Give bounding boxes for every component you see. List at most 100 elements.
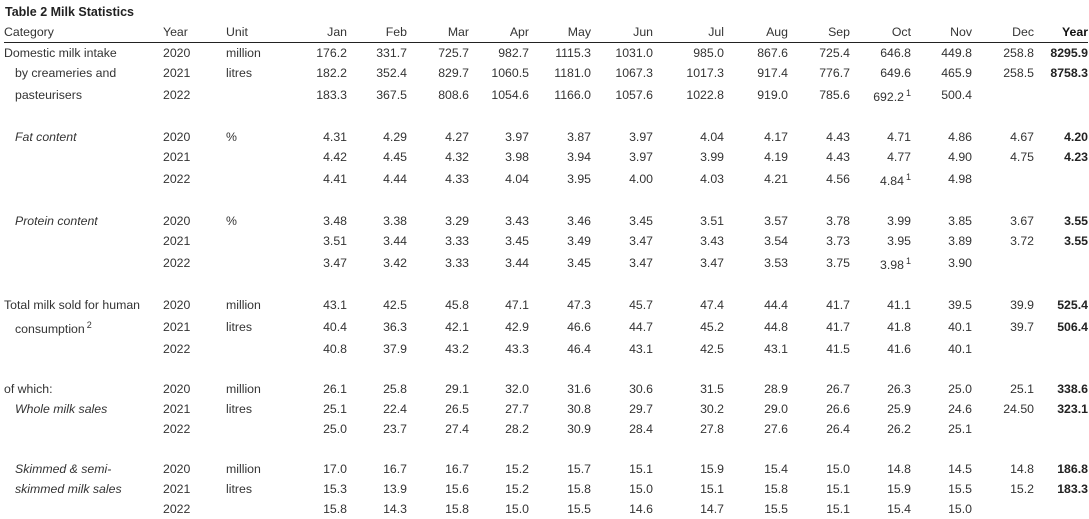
year-cell: 2020	[163, 127, 226, 147]
value-cell: 31.6	[529, 379, 591, 399]
value-cell: 182.2	[296, 63, 347, 83]
unit-cell: million	[226, 43, 296, 64]
value-text: 4.75	[1010, 150, 1034, 164]
value-text: 36.3	[383, 320, 407, 334]
value-text: 3.99	[887, 214, 911, 228]
value-text: 808.6	[438, 88, 469, 102]
value-cell: 1057.6	[591, 83, 653, 107]
value-text: 26.4	[826, 422, 850, 436]
spacer-row	[4, 439, 1088, 459]
value-text: 4.67	[1010, 130, 1034, 144]
year-total-cell: 3.55	[1034, 211, 1088, 231]
value-text: 29.7	[629, 402, 653, 416]
spacer-cell	[4, 275, 1088, 295]
value-cell: 3.97	[469, 127, 529, 147]
value-text: 42.5	[383, 298, 407, 312]
value-text: 27.4	[445, 422, 469, 436]
spacer-row	[4, 275, 1088, 295]
header-month: Mar	[407, 22, 469, 43]
value-cell: 27.4	[407, 419, 469, 439]
value-cell: 15.2	[469, 459, 529, 479]
value-cell: 26.1	[296, 379, 347, 399]
unit-cell	[226, 147, 296, 167]
category-cell	[4, 251, 163, 275]
value-text: 4.71	[887, 130, 911, 144]
value-cell: 14.3	[347, 499, 407, 519]
value-text: 4.42	[323, 150, 347, 164]
value-cell: 16.7	[347, 459, 407, 479]
value-cell: 25.9	[850, 399, 911, 419]
value-cell: 3.46	[529, 211, 591, 231]
unit-cell	[226, 167, 296, 191]
value-cell: 42.5	[347, 295, 407, 315]
value-text: 41.7	[826, 298, 850, 312]
value-text: 449.8	[941, 46, 972, 60]
category-cell: of which:	[4, 379, 163, 399]
value-text: 4.43	[826, 130, 850, 144]
value-text: 4.29	[383, 130, 407, 144]
value-cell: 367.5	[347, 83, 407, 107]
category-cell: Whole milk sales	[4, 399, 163, 419]
value-text: 4.21	[764, 172, 788, 186]
value-text: 725.7	[438, 46, 469, 60]
value-cell: 16.7	[407, 459, 469, 479]
value-cell: 27.6	[724, 419, 788, 439]
value-cell: 4.33	[407, 167, 469, 191]
year-total-cell: 186.8	[1034, 459, 1088, 479]
value-cell: 808.6	[407, 83, 469, 107]
header-year-total: Year	[1034, 22, 1088, 43]
value-text: 27.7	[505, 402, 529, 416]
year-cell: 2021	[163, 315, 226, 339]
year-total-cell: 4.20	[1034, 127, 1088, 147]
value-text: 3.33	[445, 234, 469, 248]
value-cell: 4.41	[296, 167, 347, 191]
value-cell: 3.38	[347, 211, 407, 231]
value-text: 3.29	[445, 214, 469, 228]
unit-cell: litres	[226, 63, 296, 83]
value-cell: 3.44	[347, 231, 407, 251]
value-text: 15.4	[764, 462, 788, 476]
value-text: 367.5	[376, 88, 407, 102]
value-text: 4.17	[764, 130, 788, 144]
value-cell: 449.8	[911, 43, 972, 64]
value-cell: 352.4	[347, 63, 407, 83]
value-text: 15.0	[505, 502, 529, 516]
value-text: 4.04	[505, 172, 529, 186]
footnote-marker: 2	[87, 320, 92, 330]
value-cell: 43.1	[724, 339, 788, 359]
value-text: 4.44	[383, 172, 407, 186]
value-text: 40.1	[948, 320, 972, 334]
unit-cell: litres	[226, 479, 296, 499]
value-cell: 14.8	[972, 459, 1034, 479]
value-cell: 15.1	[653, 479, 724, 499]
year-cell: 2022	[163, 167, 226, 191]
category-cell	[4, 419, 163, 439]
value-text: 14.8	[887, 462, 911, 476]
value-text: 41.7	[826, 320, 850, 334]
value-text: 31.5	[700, 382, 724, 396]
value-cell: 725.7	[407, 43, 469, 64]
value-cell: 25.1	[972, 379, 1034, 399]
value-text: 649.6	[880, 66, 911, 80]
value-text: 258.5	[1003, 66, 1034, 80]
value-text: 500.4	[941, 88, 972, 102]
value-cell: 3.75	[788, 251, 850, 275]
category-label: Protein content	[4, 214, 98, 228]
value-cell: 3.33	[407, 231, 469, 251]
value-text: 4.19	[764, 150, 788, 164]
value-cell: 26.5	[407, 399, 469, 419]
value-text: 41.8	[887, 320, 911, 334]
value-cell: 3.51	[296, 231, 347, 251]
value-cell: 4.77	[850, 147, 911, 167]
footnote-marker: 1	[906, 256, 911, 266]
year-total-cell: 3.55	[1034, 231, 1088, 251]
value-cell	[972, 83, 1034, 107]
value-text: 183.3	[316, 88, 347, 102]
value-cell: 649.6	[850, 63, 911, 83]
value-text: 15.1	[700, 482, 724, 496]
